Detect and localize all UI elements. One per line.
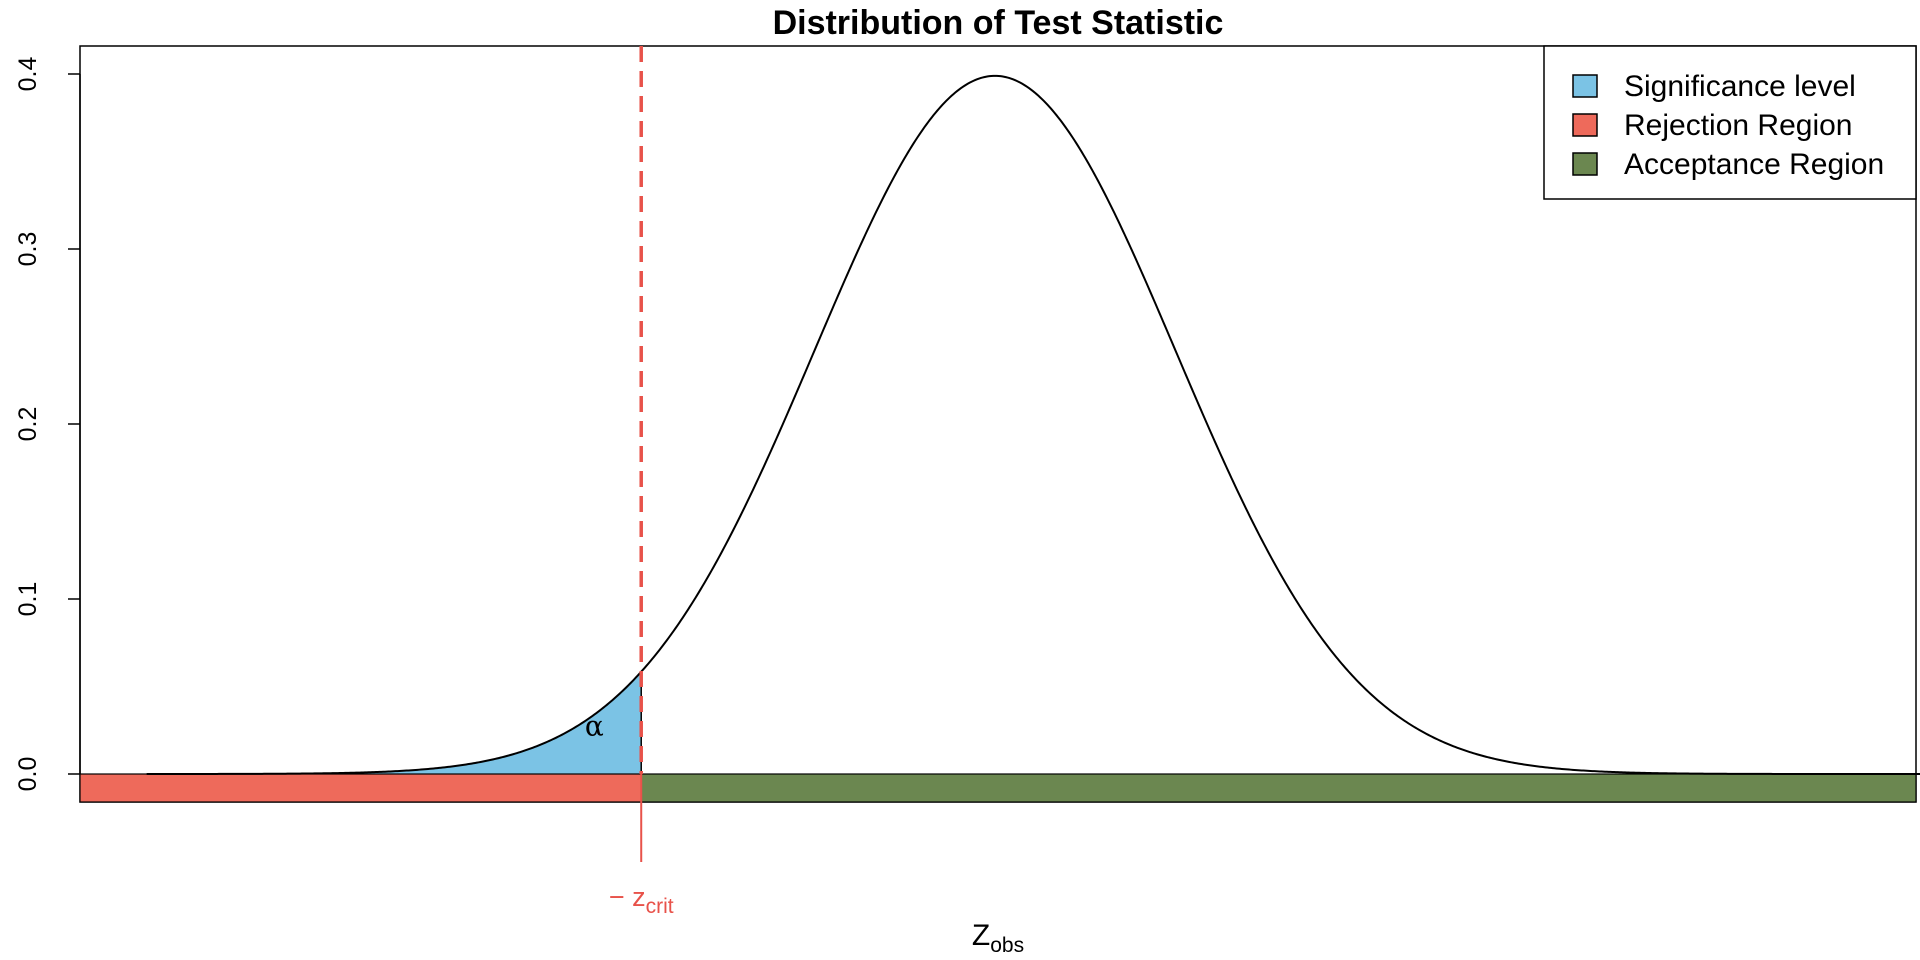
legend: Significance level Rejection Region Accept…: [1543, 45, 1917, 200]
legend-swatch: [1572, 152, 1598, 176]
y-tick-label: 0.4: [14, 57, 42, 92]
legend-label: Acceptance Region: [1624, 148, 1884, 181]
y-tick-label: 0.1: [14, 582, 42, 617]
legend-label: Rejection Region: [1624, 109, 1852, 142]
critical-value-label: − zcrit: [609, 882, 674, 918]
y-axis: 0.0 0.1 0.2 0.3 0.4: [14, 57, 81, 792]
y-tick-label: 0.0: [14, 757, 42, 792]
x-axis-label-main: Z: [972, 919, 990, 952]
rejection-region-bar: [79, 773, 642, 803]
acceptance-region-bar: [640, 773, 1917, 803]
density-curve: [146, 74, 1920, 775]
y-tick-label: 0.3: [14, 232, 42, 267]
critical-value-label-sub: crit: [646, 895, 674, 918]
x-axis-label: Zobs: [972, 919, 1024, 957]
legend-label: Significance level: [1624, 70, 1856, 103]
legend-swatch: [1572, 74, 1598, 98]
plot-area: − zcrit α: [79, 45, 1920, 918]
chart-title: Distribution of Test Statistic: [773, 4, 1224, 42]
alpha-label: α: [585, 710, 604, 743]
y-tick-label: 0.2: [14, 407, 42, 442]
legend-swatch: [1572, 113, 1598, 137]
critical-value-label-main: − z: [609, 882, 646, 912]
significance-area: [146, 671, 642, 774]
legend-box: [1543, 45, 1917, 200]
x-axis-label-sub: obs: [990, 934, 1024, 957]
